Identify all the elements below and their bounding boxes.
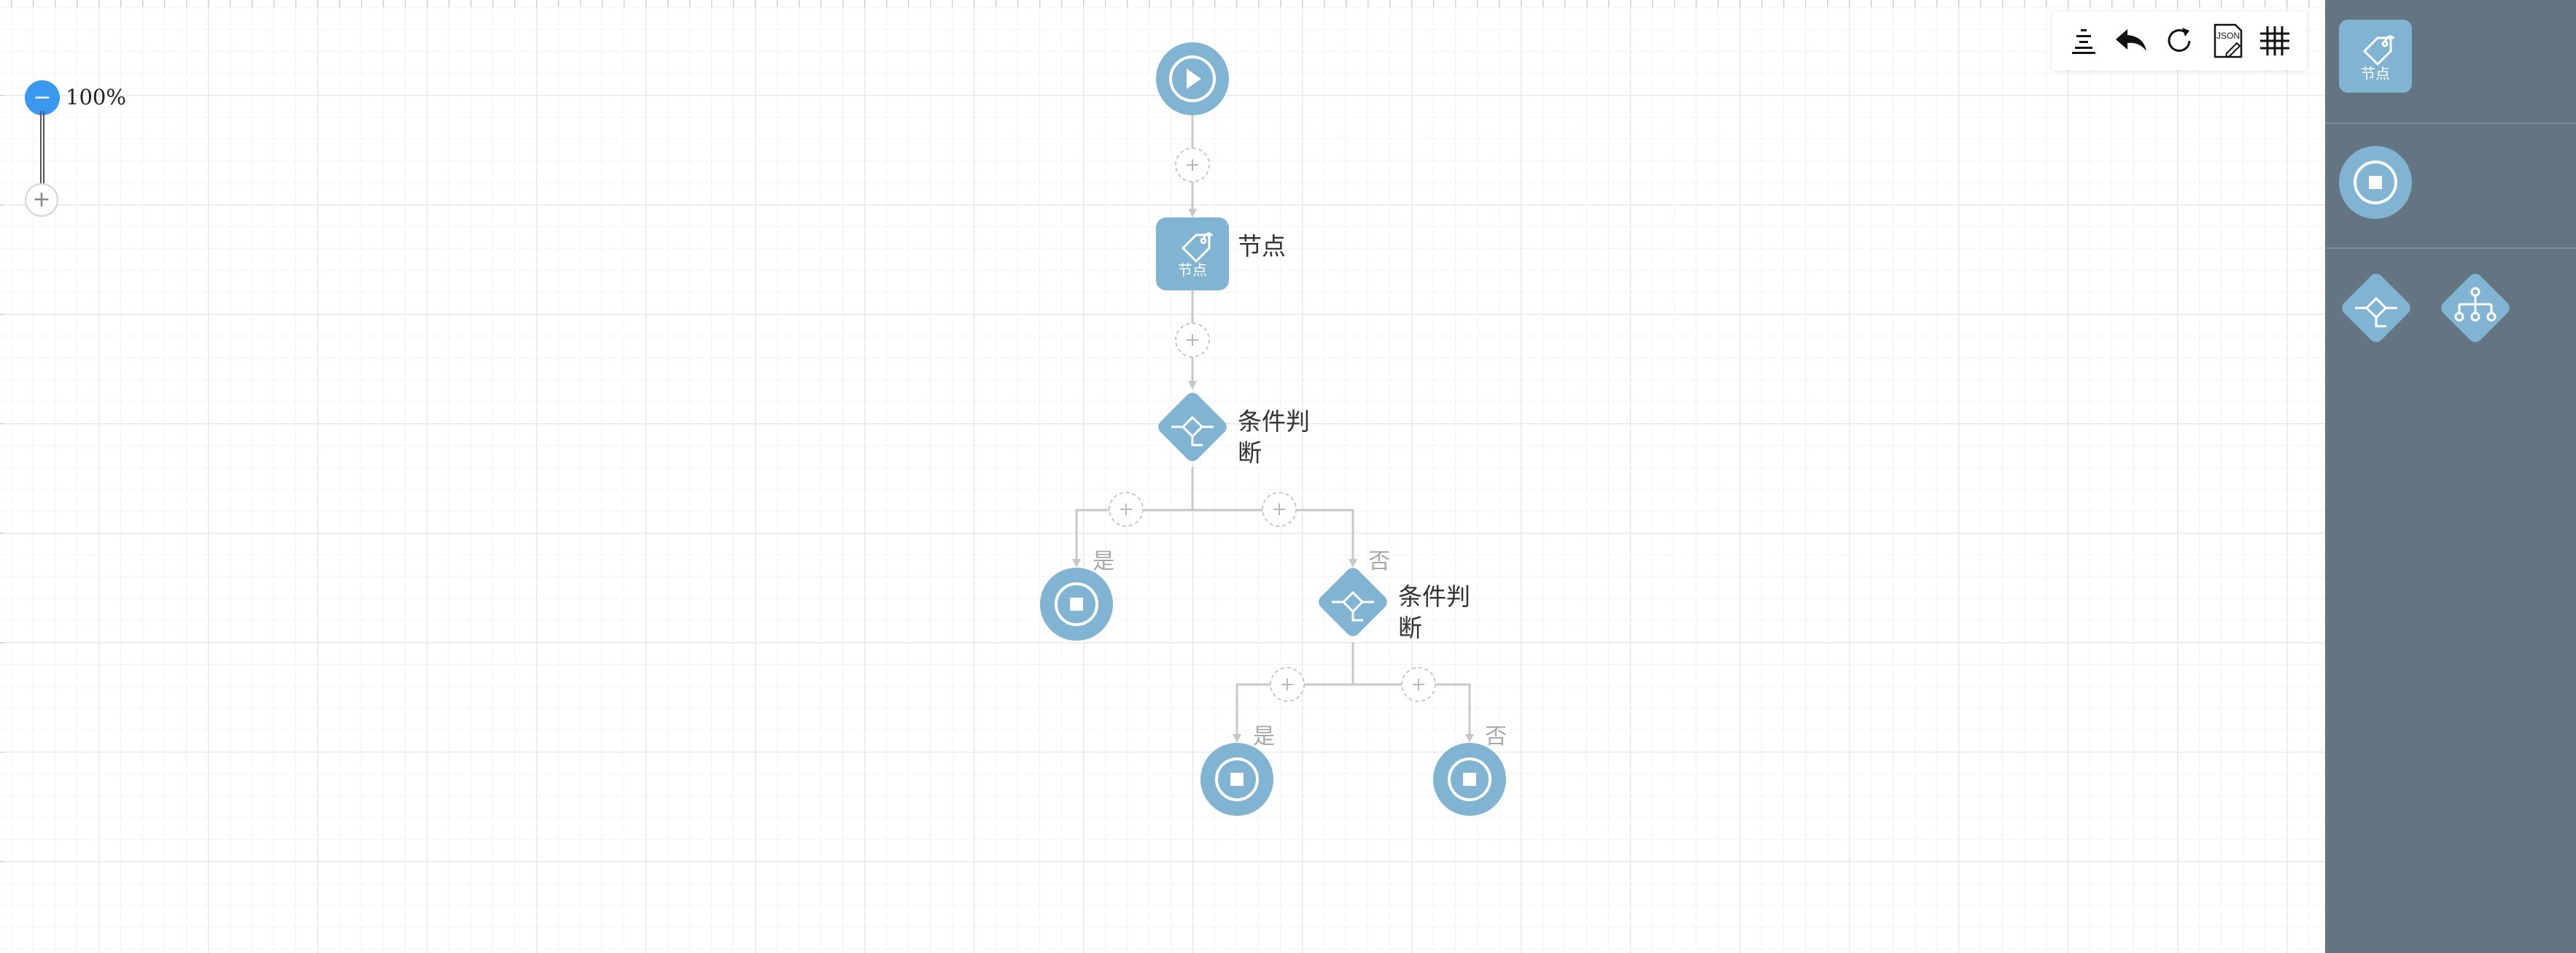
condition-node-label-line2: 断 (1398, 614, 1422, 642)
play-icon (1169, 55, 1216, 102)
condition-node-label: 条件判 (1398, 582, 1470, 611)
end-node[interactable] (1040, 568, 1113, 641)
add-node-button[interactable] (1109, 492, 1144, 527)
top-ruler (0, 0, 2325, 7)
align-center-icon (2071, 29, 2095, 54)
add-node-button[interactable] (1175, 147, 1210, 182)
add-node-button[interactable] (1270, 667, 1305, 702)
stop-icon (1055, 582, 1098, 626)
condition-node[interactable] (1316, 565, 1390, 639)
tag-icon (2362, 35, 2395, 66)
add-node-button[interactable] (1175, 323, 1210, 358)
org-chart-icon (2454, 287, 2497, 322)
task-node-label: 节点 (1238, 232, 1286, 261)
end-node[interactable] (1433, 743, 1506, 816)
flow-canvas[interactable]: − + 100% (0, 0, 2325, 953)
condition-icon (2355, 296, 2397, 328)
undo-button[interactable] (2111, 20, 2152, 61)
left-ruler (0, 0, 4, 953)
add-node-buttons (1109, 147, 1436, 702)
panel-divider (2325, 247, 2576, 249)
condition-icon (1332, 590, 1374, 622)
condition-node-label: 条件判 (1238, 407, 1310, 436)
branch-no-label: 否 (1485, 724, 1507, 749)
stop-icon (1448, 757, 1491, 801)
node-palette-panel: 节点 (2325, 0, 2576, 953)
palette-task-node[interactable]: 节点 (2338, 19, 2413, 96)
redo-button[interactable] (2159, 20, 2200, 61)
add-node-button[interactable] (1401, 667, 1436, 702)
palette-condition-node[interactable] (2338, 270, 2414, 349)
zoom-out-button[interactable]: − (25, 80, 60, 115)
json-file-icon: JSON (2214, 23, 2242, 58)
stop-icon (1215, 757, 1259, 801)
toolbar: JSON (2052, 12, 2306, 70)
branch-yes-label: 是 (1093, 549, 1114, 574)
grid-icon (2260, 26, 2290, 55)
align-button[interactable] (2063, 20, 2104, 61)
grid-button[interactable] (2254, 20, 2295, 61)
undo-icon (2116, 29, 2147, 51)
flow-diagram: 节点 节点 条件判 断 是 否 (1040, 42, 1507, 816)
condition-icon (1171, 415, 1214, 447)
stop-icon (2354, 161, 2397, 204)
branch-no-label: 否 (1368, 549, 1390, 574)
palette-end-node[interactable] (2338, 145, 2413, 223)
redo-icon (2168, 28, 2191, 52)
zoom-in-button[interactable]: + (25, 183, 58, 217)
zoom-level-label: 100% (66, 85, 126, 109)
condition-node-label-line2: 断 (1238, 439, 1262, 467)
add-node-button[interactable] (1262, 492, 1297, 527)
panel-divider (2325, 123, 2576, 124)
branch-yes-label: 是 (1253, 724, 1275, 749)
condition-node[interactable] (1155, 390, 1230, 464)
zoom-slider-track[interactable] (40, 111, 44, 184)
tag-icon (1181, 232, 1214, 263)
start-node[interactable] (1156, 42, 1229, 115)
svg-text:JSON: JSON (2216, 31, 2240, 41)
palette-parallel-node[interactable] (2437, 270, 2513, 349)
svg-text:节点: 节点 (2361, 65, 2390, 82)
end-node[interactable] (1200, 743, 1273, 816)
task-node[interactable] (1156, 217, 1229, 290)
task-node-icon-text: 节点 (1178, 261, 1207, 279)
json-button[interactable]: JSON (2207, 20, 2248, 61)
